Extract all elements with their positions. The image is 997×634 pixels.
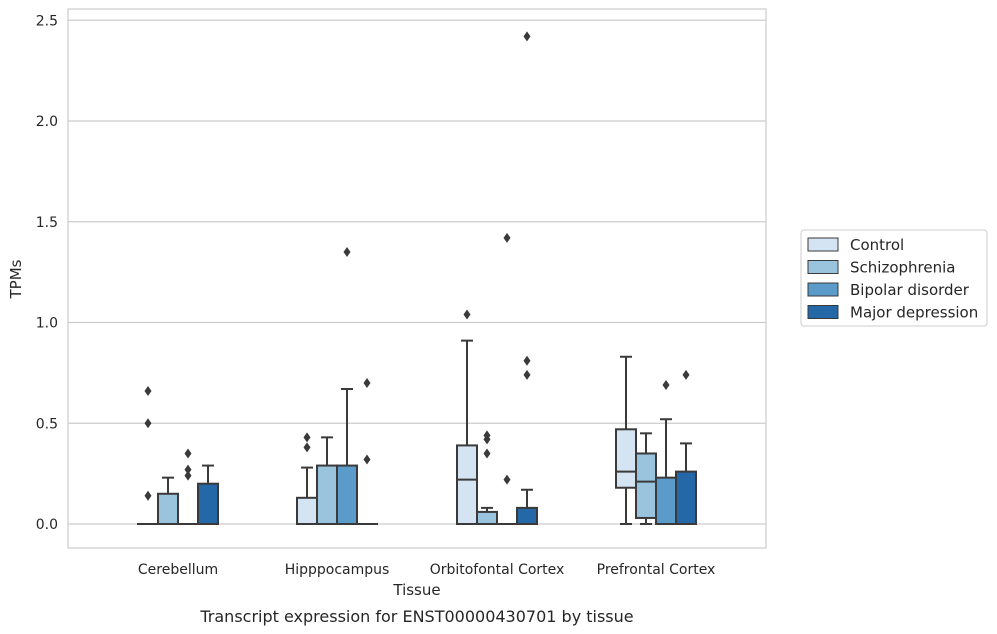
outlier-point <box>682 369 690 380</box>
legend-swatch <box>807 260 839 274</box>
box <box>615 428 637 489</box>
outlier-point <box>463 309 471 320</box>
y-tick-label: 2.5 <box>36 13 58 29</box>
box <box>675 470 697 525</box>
legend-label: Bipolar disorder <box>850 281 970 299</box>
legend-label: Major depression <box>850 304 978 322</box>
box <box>336 464 358 526</box>
box-plots <box>137 31 697 526</box>
outlier-point <box>483 430 491 441</box>
outlier-point <box>503 232 511 243</box>
x-tick-label: Cerebellum <box>138 562 218 578</box>
box <box>516 506 538 526</box>
outlier-point <box>523 31 531 42</box>
figure-caption: Transcript expression for ENST0000043070… <box>199 607 633 626</box>
box-bipolar-disorder <box>655 379 677 525</box>
box-bipolar-disorder <box>496 232 518 526</box>
box <box>476 510 498 526</box>
legend-swatch <box>807 237 839 252</box>
legend: Control Schizophrenia Bipolar disorder Majo… <box>800 229 988 327</box>
x-axis-label: Tissue <box>392 581 440 599</box>
outlier-point <box>523 355 531 366</box>
plot-frame <box>67 8 767 549</box>
box <box>316 464 338 526</box>
box-major-depression <box>197 464 219 526</box>
y-tick-label: 1.5 <box>36 215 58 231</box>
outlier-point <box>662 379 670 390</box>
outlier-point <box>144 418 152 429</box>
box <box>157 492 179 525</box>
box <box>456 444 478 526</box>
legend-label: Schizophrenia <box>850 259 955 277</box>
box-schizophrenia <box>316 436 338 526</box>
y-axis-label: TPMs <box>7 259 25 299</box>
x-tick-label: Orbitofontal Cortex <box>430 562 565 578</box>
box-schizophrenia <box>157 476 179 525</box>
box-major-depression <box>356 377 378 526</box>
outlier-point <box>184 470 192 481</box>
box-schizophrenia <box>635 432 657 525</box>
box <box>655 476 677 525</box>
y-tick-labels: 0.0 0.5 1.0 1.5 2.0 2.5 <box>36 13 58 533</box>
box-bipolar-disorder <box>336 246 358 526</box>
outlier-point <box>363 454 371 465</box>
outlier-point <box>184 448 192 459</box>
outlier-point <box>184 464 192 475</box>
gridlines <box>68 19 766 525</box>
legend-label: Control <box>850 236 904 254</box>
box-control <box>296 432 318 525</box>
box-major-depression <box>516 31 538 526</box>
box <box>296 496 318 525</box>
legend-frame <box>800 229 988 327</box>
box-schizophrenia <box>476 430 498 526</box>
box-control <box>137 386 159 526</box>
outlier-point <box>503 474 511 485</box>
y-tick-label: 2.0 <box>36 114 58 130</box>
y-tick-label: 0.0 <box>36 517 58 533</box>
y-tick-label: 0.5 <box>36 416 58 432</box>
outlier-point <box>303 442 311 453</box>
box-bipolar-disorder <box>177 448 199 526</box>
legend-swatch <box>807 305 839 319</box>
y-tick-label: 1.0 <box>36 316 58 332</box>
outlier-point <box>363 377 371 388</box>
box <box>635 452 657 519</box>
outlier-point <box>144 490 152 501</box>
outlier-point <box>483 448 491 459</box>
box-control <box>456 309 478 526</box>
outlier-point <box>303 432 311 443</box>
x-tick-label: Hipppocampus <box>285 562 390 578</box>
box <box>197 482 219 526</box>
outlier-point <box>343 246 351 257</box>
outlier-point <box>523 369 531 380</box>
x-tick-labels: Cerebellum Hipppocampus Orbitofontal Corte… <box>138 562 715 578</box>
outlier-point <box>144 386 152 397</box>
box-major-depression <box>675 369 697 525</box>
box-control <box>615 355 637 525</box>
x-tick-label: Prefrontal Cortex <box>597 562 716 578</box>
legend-swatch <box>807 282 839 297</box>
